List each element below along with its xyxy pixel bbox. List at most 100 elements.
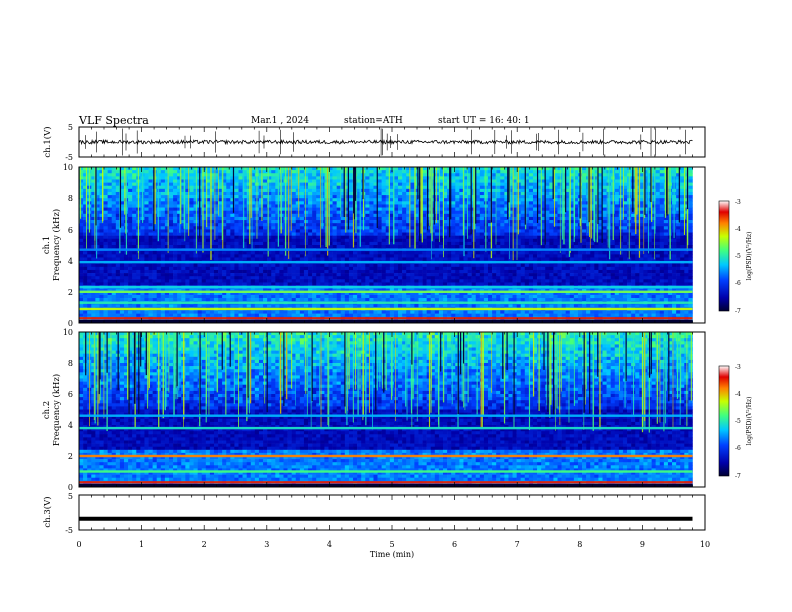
spectrogram-cell (455, 195, 460, 199)
spectrogram-cell (242, 254, 247, 258)
spectrogram-cell (246, 254, 252, 258)
spectrogram-cell (438, 232, 444, 236)
spectrogram-cell (95, 204, 100, 208)
spectrogram-cell (164, 176, 170, 180)
spectrogram-cell (83, 188, 88, 193)
spectrogram-cell (684, 245, 689, 249)
spectrogram-cell (226, 182, 231, 187)
spectrogram-cell (381, 254, 387, 258)
spectrogram-cell (344, 241, 350, 246)
spectrogram-cell (107, 235, 113, 240)
spectrogram-cell (115, 185, 121, 190)
spectrogram-cell (410, 182, 415, 187)
spectrogram-cell (385, 204, 391, 208)
spectrogram-cell (218, 216, 223, 221)
spectrogram-cell (496, 179, 501, 183)
spectrogram-cell (308, 216, 313, 221)
spectrogram-cell (316, 263, 321, 268)
spectrogram-cell (79, 191, 84, 196)
spectrogram-cell (177, 170, 182, 174)
spectrogram-cell (614, 182, 620, 187)
spectrogram-cell (344, 173, 350, 177)
spectrogram-cell (242, 188, 247, 193)
spectrogram-cell (496, 235, 501, 240)
spectrogram-cell (316, 185, 321, 190)
spectrogram-cell (144, 173, 149, 177)
spectrogram-cell (684, 251, 689, 255)
spectrogram-cell (246, 266, 252, 271)
spectrogram-cell (455, 185, 460, 190)
spectrogram-cell (173, 173, 178, 177)
spectrogram-cell (238, 195, 243, 199)
spectrogram-cell (132, 179, 137, 183)
spectrogram-cell (299, 198, 305, 202)
spectrogram-cell (238, 210, 243, 215)
spectrogram-cell (258, 254, 264, 258)
spectrogram-cell (631, 257, 636, 261)
spectrogram-cell (181, 179, 186, 183)
spectrogram-cell (602, 213, 607, 218)
spectrogram-cell (242, 185, 247, 190)
spectrogram-cell (115, 235, 121, 240)
spectrogram-cell (557, 204, 562, 208)
spectrogram-cell (385, 235, 391, 240)
spectrogram-cell (459, 257, 464, 261)
spectrogram-cell (340, 216, 346, 221)
spectrogram-cell (107, 170, 113, 174)
spectrogram-cell (651, 195, 656, 199)
spectrogram-cell (487, 229, 493, 233)
spectrogram-cell (553, 229, 558, 233)
spectrogram-cell (287, 213, 292, 218)
spectrogram-cell (467, 223, 472, 227)
spectrogram-cell (422, 188, 427, 193)
spectrogram-cell (500, 257, 505, 261)
spectrogram-cell (393, 226, 399, 230)
spectrogram-cell (688, 185, 693, 190)
spectrogram-cell (463, 191, 468, 196)
spectrogram-cell (385, 229, 391, 233)
spectrogram-cell (569, 263, 575, 268)
spectrogram-cell (234, 176, 239, 180)
spectrogram-cell (577, 235, 583, 240)
spectrogram-cell (688, 245, 693, 249)
spectrogram-cell (504, 167, 509, 171)
spectrogram-cell (205, 238, 211, 243)
spectrogram-cell (557, 201, 562, 205)
spectrogram-cell (426, 223, 432, 227)
spectrogram-cell (512, 263, 517, 268)
spectrogram-cell (496, 191, 501, 196)
spectrogram-cell (332, 204, 337, 208)
spectrogram-cell (688, 195, 693, 199)
spectrogram-cell (369, 223, 374, 227)
spectrogram-cell (459, 223, 464, 227)
spectrogram-cell (291, 251, 297, 255)
spectrogram-cell (344, 185, 350, 190)
spectrogram-cell (398, 220, 403, 224)
spectrogram-cell (647, 257, 652, 261)
spectrogram-cell (672, 251, 677, 255)
spectrogram-cell (201, 245, 207, 249)
spectrogram-cell (553, 263, 558, 268)
spectrogram-cell (516, 257, 522, 261)
spectrogram-cell (189, 241, 194, 246)
spectrogram-cell (532, 173, 538, 177)
spectrogram-cell (87, 263, 92, 268)
spectrogram-cell (598, 226, 603, 230)
spectrogram-cell (594, 179, 599, 183)
spectrogram-cell (389, 216, 395, 221)
spectrogram-cell (357, 254, 362, 258)
spectrogram-cell (643, 229, 648, 233)
spectrogram-cell (385, 188, 391, 193)
spectrogram-cell (680, 257, 685, 261)
spectrogram-cell (181, 170, 186, 174)
spectrogram-cell (672, 263, 677, 268)
spectrogram-cell (115, 229, 121, 233)
spectrogram-cell (295, 204, 301, 208)
spectrogram-cell (267, 220, 272, 224)
spectrogram-cell (185, 195, 190, 199)
spectrogram-cell (631, 229, 636, 233)
spectrogram-cell (340, 201, 346, 205)
spectrogram-cell (115, 167, 121, 171)
spectrogram-cell (373, 238, 378, 243)
spectrogram-cell (541, 173, 546, 177)
